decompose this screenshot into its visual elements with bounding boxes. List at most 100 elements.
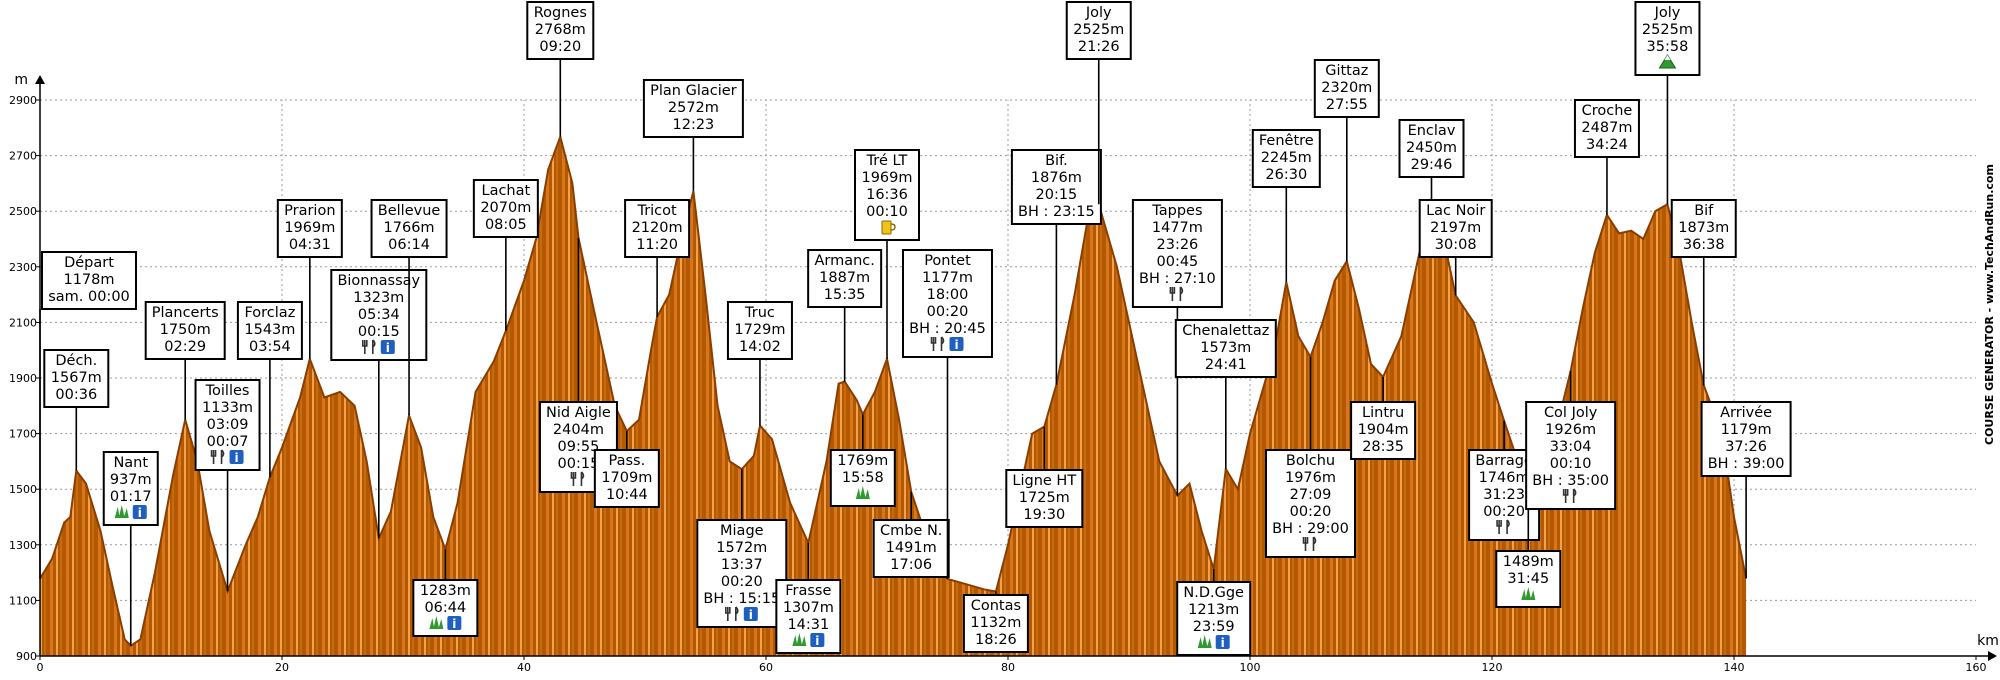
checkpoint-line: 00:20 — [927, 304, 969, 320]
checkpoint-line: Truc — [744, 305, 775, 321]
checkpoint-line: Bif — [1694, 203, 1714, 219]
food-icon — [725, 606, 739, 621]
checkpoint-box — [1350, 401, 1417, 460]
checkpoint-line: 14:02 — [739, 339, 781, 355]
checkpoint-box — [526, 1, 595, 60]
checkpoint-line: 00:20 — [721, 574, 763, 590]
checkpoint-line: 1283m — [420, 583, 471, 599]
checkpoint-line: Rognes — [534, 5, 587, 21]
summit-icon-snow — [1664, 55, 1671, 60]
checkpoint-line: 00:07 — [207, 434, 249, 450]
info-icon — [229, 450, 244, 464]
checkpoint-line: sam. 00:00 — [48, 289, 130, 305]
checkpoint-line: Arrivée — [1720, 405, 1772, 421]
checkpoint-line: 36:38 — [1683, 237, 1725, 253]
checkpoint-line: Lachat — [481, 183, 530, 199]
checkpoint-line: Déch. — [55, 353, 97, 369]
checkpoint-line: Bellevue — [378, 203, 441, 219]
drink-icon — [881, 220, 892, 235]
checkpoint-line: Toilles — [205, 383, 250, 399]
checkpoint-box — [1131, 199, 1223, 308]
y-tick-label: 2100 — [9, 316, 37, 329]
checkpoint-line: Armanc. — [814, 253, 874, 269]
checkpoint-line: 2572m — [668, 100, 719, 116]
checkpoint-box — [1176, 581, 1252, 656]
summit-icon — [1658, 54, 1677, 69]
checkpoint-box — [276, 199, 343, 258]
checkpoint-line: Tricot — [636, 203, 677, 219]
checkpoint-line: 2197m — [1430, 220, 1481, 236]
checkpoint-line: 1746m — [1479, 470, 1530, 486]
checkpoint-box — [726, 301, 793, 360]
info-icon — [132, 505, 147, 519]
checkpoint-box — [102, 451, 159, 526]
checkpoint-line: Bionnassay — [337, 273, 420, 289]
checkpoint-box — [1010, 149, 1102, 225]
checkpoint-line: 12:23 — [673, 117, 715, 133]
checkpoint-line: BH : 20:45 — [909, 321, 986, 337]
checkpoint-line: Plancerts — [152, 305, 219, 321]
x-tick-label: 80 — [1001, 661, 1015, 674]
checkpoint-line: Plan Glacier — [650, 83, 737, 99]
checkpoint-box — [144, 301, 226, 360]
checkpoint-line: 1976m — [1285, 470, 1336, 486]
checkpoint-line: 1876m — [1031, 170, 1082, 186]
checkpoint-line: 37:26 — [1725, 439, 1767, 455]
checkpoint-box — [472, 179, 539, 238]
checkpoint-line: Prarion — [284, 203, 335, 219]
info-icon-glyph: i — [138, 506, 142, 520]
checkpoint-line: 31:23 — [1483, 487, 1525, 503]
checkpoint-line: 2487m — [1581, 120, 1632, 136]
info-icon-glyph: i — [234, 451, 238, 465]
checkpoint-line: 33:04 — [1550, 439, 1592, 455]
axes: 900 1100 1300 1500 1700 1900 2100 2300 2500 2700 2… — [9, 72, 1999, 674]
y-tick-label: 1700 — [9, 428, 37, 441]
checkpoint-box — [962, 594, 1029, 653]
checkpoint-line: 1904m — [1358, 422, 1409, 438]
x-tick-label: 120 — [1482, 661, 1503, 674]
checkpoint-line: 1567m — [51, 370, 102, 386]
grass-icon — [1521, 587, 1536, 600]
checkpoint-line: Joly — [1085, 5, 1112, 21]
grass-icon — [114, 505, 129, 518]
checkpoint-line: Bolchu — [1286, 453, 1335, 469]
checkpoint-line: Départ — [64, 255, 114, 271]
checkpoint-box — [194, 379, 261, 471]
checkpoint-box — [330, 269, 428, 361]
checkpoint-line: 937m — [110, 472, 152, 488]
checkpoint-box — [1265, 449, 1356, 558]
grass-icon — [855, 486, 870, 499]
checkpoint-box — [1495, 550, 1562, 608]
checkpoint-box — [624, 199, 691, 258]
checkpoint-line: 1766m — [384, 220, 435, 236]
checkpoint-line: 1491m — [886, 540, 937, 556]
checkpoint-box — [1398, 119, 1465, 178]
food-icon — [210, 449, 225, 464]
checkpoint-box — [1005, 469, 1084, 528]
checkpoint-line: Chenalettaz — [1182, 323, 1269, 339]
checkpoint-line: 1323m — [353, 290, 404, 306]
checkpoint-line: 27:09 — [1290, 487, 1332, 503]
y-tick-label: 2300 — [9, 261, 37, 274]
checkpoint-line: Bif. — [1045, 153, 1068, 169]
checkpoint-box — [1525, 401, 1617, 510]
checkpoint-box — [1573, 99, 1640, 158]
checkpoint-line: 23:59 — [1193, 619, 1235, 635]
checkpoint-line: 15:35 — [824, 287, 866, 303]
